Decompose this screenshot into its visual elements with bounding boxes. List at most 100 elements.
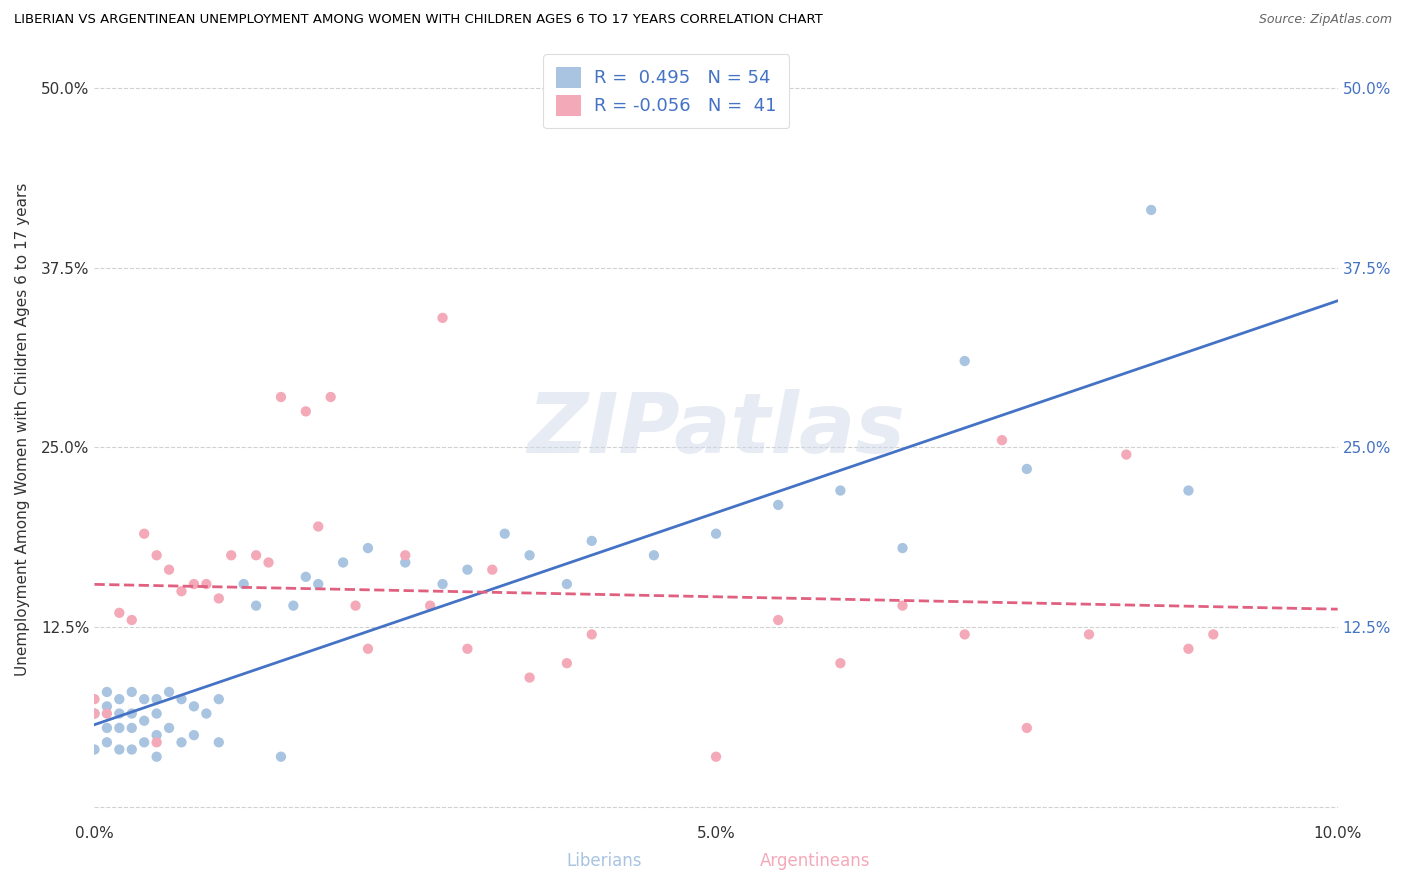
Point [134, 714, 156, 728]
Point [134, 735, 156, 749]
Text: Argentineans: Argentineans [761, 852, 870, 870]
Point [145, 692, 167, 706]
Point [183, 577, 205, 591]
Point [295, 570, 318, 584]
Point [232, 577, 254, 591]
Point [1177, 483, 1199, 498]
Point [1115, 448, 1137, 462]
Point [1015, 721, 1038, 735]
Point [145, 549, 167, 563]
Point [157, 563, 180, 577]
Point [830, 483, 852, 498]
Point [219, 549, 242, 563]
Point [394, 549, 416, 563]
Point [83, 692, 105, 706]
Point [121, 721, 143, 735]
Point [704, 749, 727, 764]
Point [108, 692, 131, 706]
Point [307, 577, 329, 591]
Text: LIBERIAN VS ARGENTINEAN UNEMPLOYMENT AMONG WOMEN WITH CHILDREN AGES 6 TO 17 YEAR: LIBERIAN VS ARGENTINEAN UNEMPLOYMENT AMO… [14, 13, 823, 27]
Point [295, 404, 318, 418]
Point [96, 735, 118, 749]
Point [208, 735, 231, 749]
Point [270, 749, 292, 764]
Point [830, 656, 852, 670]
Point [1177, 641, 1199, 656]
Point [1140, 202, 1163, 217]
Text: Source: ZipAtlas.com: Source: ZipAtlas.com [1258, 13, 1392, 27]
Point [83, 706, 105, 721]
Point [456, 563, 478, 577]
Point [134, 526, 156, 541]
Text: Liberians: Liberians [567, 852, 643, 870]
Legend: R =  0.495   N = 54, R = -0.056   N =  41: R = 0.495 N = 54, R = -0.056 N = 41 [544, 54, 789, 128]
Point [555, 577, 578, 591]
Point [108, 742, 131, 756]
Point [419, 599, 441, 613]
Point [83, 706, 105, 721]
Point [145, 735, 167, 749]
Point [170, 735, 193, 749]
Point [394, 556, 416, 570]
Point [332, 556, 354, 570]
Point [891, 541, 914, 555]
Point [581, 627, 603, 641]
Point [83, 742, 105, 756]
Point [307, 519, 329, 533]
Point [319, 390, 342, 404]
Point [456, 641, 478, 656]
Point [134, 692, 156, 706]
Point [494, 526, 516, 541]
Point [344, 599, 367, 613]
Point [145, 728, 167, 742]
Point [891, 599, 914, 613]
Point [519, 671, 541, 685]
Point [1015, 462, 1038, 476]
Point [157, 685, 180, 699]
Point [519, 549, 541, 563]
Point [170, 692, 193, 706]
Point [1202, 627, 1225, 641]
Point [643, 549, 665, 563]
Point [195, 706, 218, 721]
Point [1078, 627, 1101, 641]
Point [208, 692, 231, 706]
Y-axis label: Unemployment Among Women with Children Ages 6 to 17 years: Unemployment Among Women with Children A… [15, 183, 30, 676]
Point [96, 721, 118, 735]
Point [257, 556, 280, 570]
Point [145, 749, 167, 764]
Point [991, 433, 1014, 447]
Point [96, 706, 118, 721]
Text: ZIPatlas: ZIPatlas [527, 389, 905, 470]
Point [108, 721, 131, 735]
Point [195, 577, 218, 591]
Point [704, 526, 727, 541]
Point [183, 699, 205, 714]
Point [283, 599, 305, 613]
Point [432, 577, 454, 591]
Point [432, 310, 454, 325]
Point [96, 685, 118, 699]
Point [481, 563, 503, 577]
Point [953, 627, 976, 641]
Point [121, 685, 143, 699]
Point [121, 613, 143, 627]
Point [555, 656, 578, 670]
Point [157, 721, 180, 735]
Point [953, 354, 976, 368]
Point [183, 728, 205, 742]
Point [96, 699, 118, 714]
Point [145, 706, 167, 721]
Point [121, 742, 143, 756]
Point [121, 706, 143, 721]
Point [170, 584, 193, 599]
Point [208, 591, 231, 606]
Point [270, 390, 292, 404]
Point [581, 533, 603, 548]
Point [245, 549, 267, 563]
Point [766, 613, 789, 627]
Point [245, 599, 267, 613]
Point [108, 706, 131, 721]
Point [357, 641, 380, 656]
Point [108, 606, 131, 620]
